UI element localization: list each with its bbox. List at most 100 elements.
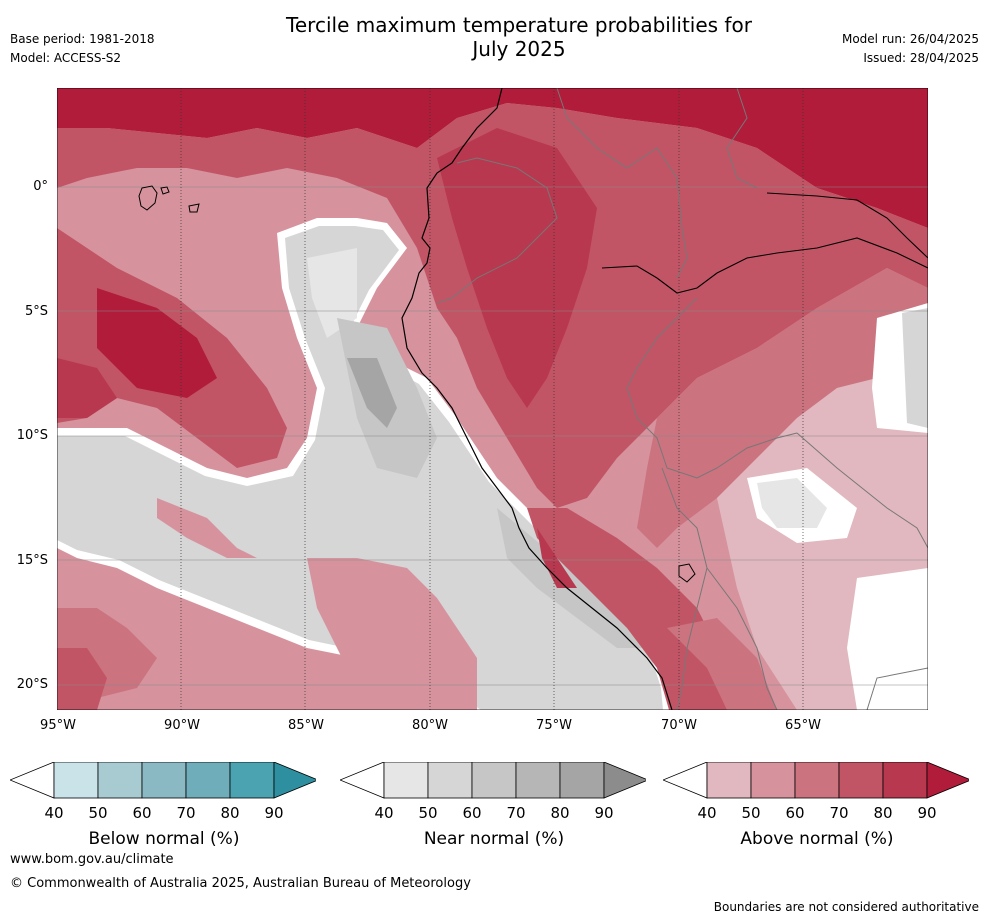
colorbar-above: 40 50 60 70 80 90 Above normal (%) [661, 761, 973, 862]
border-north [726, 88, 758, 189]
colorbar-low-extend [8, 761, 55, 799]
near-normal-coast [497, 508, 647, 648]
lat-label: 10°S [16, 428, 48, 443]
colorbar-tick: 50 [741, 804, 760, 822]
lat-label: 5°S [24, 304, 48, 319]
above-90-andes [437, 128, 597, 408]
colorbar-tick: 70 [829, 804, 848, 822]
title-period: July 2025 [472, 37, 566, 61]
colorbar-tick: 60 [462, 804, 481, 822]
near-normal-east-edge [902, 308, 928, 428]
above-70-altiplano [667, 618, 777, 710]
colorbar-segment [471, 761, 517, 799]
above-80-south-west [57, 648, 107, 710]
lon-label: 95°W [40, 718, 76, 733]
white-east-south [847, 568, 928, 710]
colorbar-segment [559, 761, 605, 799]
coastline [401, 88, 673, 710]
colorbar-segment [515, 761, 561, 799]
galapagos-island [160, 186, 170, 195]
footer-url: www.bom.gov.au/climate [10, 852, 174, 867]
colorbar-svg: 40 50 60 70 80 90 Near normal (%) [338, 761, 650, 849]
colorbar-tick: 90 [264, 804, 283, 822]
colorbar-tick: 70 [506, 804, 525, 822]
colorbar-tick: 80 [873, 804, 892, 822]
colorbar-high-extend [926, 761, 973, 799]
colorbar-segment [882, 761, 928, 799]
issued-date: Issued: 28/04/2025 [863, 51, 979, 65]
above-ocean-patch [157, 498, 257, 558]
colorbar-tick: 80 [220, 804, 239, 822]
near-normal-east-blob [757, 478, 827, 528]
colorbar-tick: 80 [550, 804, 569, 822]
border-colombia [556, 88, 688, 279]
border-bolivia-chile [706, 567, 778, 710]
galapagos-island [188, 203, 200, 213]
above-70-east [637, 268, 928, 548]
colorbar-low-extend [661, 761, 708, 799]
colorbar-tick: 60 [785, 804, 804, 822]
border-brazil-peru [626, 297, 798, 479]
colorbar-segment [141, 761, 187, 799]
above-90-west-ocean [97, 288, 217, 398]
colorbar-svg: 40 50 60 70 80 90 Above normal (%) [661, 761, 973, 849]
colorbar-high-extend [603, 761, 650, 799]
lon-label: 70°W [661, 718, 697, 733]
title-line: Tercile maximum temperature probabilitie… [286, 13, 752, 37]
border-south [866, 667, 928, 710]
lake-titicaca [678, 563, 696, 583]
colorbar-tick: 40 [44, 804, 63, 822]
model-run: Model run: 26/04/2025 [841, 32, 979, 46]
river [766, 192, 928, 259]
colorbar-segment [97, 761, 143, 799]
footer-disclaimer: Boundaries are not considered authoritat… [713, 900, 979, 914]
lat-label: 0° [33, 179, 48, 194]
colorbar-tick: 90 [594, 804, 613, 822]
colorbar-segment [838, 761, 884, 799]
colorbar-segment [383, 761, 429, 799]
colorbar-tick: 50 [88, 804, 107, 822]
colorbar-segment [794, 761, 840, 799]
border-peru-bolivia [661, 467, 708, 710]
colorbar-segment [53, 761, 99, 799]
base-period: Base period: 1981-2018 [10, 32, 155, 46]
lon-label: 90°W [164, 718, 200, 733]
colorbar-title: Near normal (%) [424, 829, 564, 849]
lon-label: 75°W [536, 718, 572, 733]
colorbar-tick: 70 [176, 804, 195, 822]
amazon-river [601, 237, 928, 294]
footer-copyright: © Commonwealth of Australia 2025, Austra… [10, 876, 471, 891]
colorbar-near: 40 50 60 70 80 90 Near normal (%) [338, 761, 650, 862]
above-90-coast [537, 528, 577, 588]
lon-label: 80°W [412, 718, 448, 733]
above-90-west-edge [57, 358, 117, 418]
colorbar-tick: 90 [917, 804, 936, 822]
colorbar-segment [706, 761, 752, 799]
border-ecuador-peru [436, 157, 558, 304]
lat-label: 15°S [16, 553, 48, 568]
colorbar-low-extend [338, 761, 385, 799]
colorbar-segment [750, 761, 796, 799]
colorbar-below: 40 50 60 70 80 90 Below normal (%) [8, 761, 320, 862]
colorbar-tick: 60 [132, 804, 151, 822]
colorbar-title: Above normal (%) [740, 829, 893, 849]
near-normal-area [57, 226, 663, 710]
colorbar-tick: 40 [374, 804, 393, 822]
above-90-north [57, 88, 928, 228]
colorbar-svg: 40 50 60 70 80 90 Below normal (%) [8, 761, 320, 849]
colorbar-segment [229, 761, 275, 799]
above-south-central [307, 558, 477, 710]
colorbar-segment [185, 761, 231, 799]
colorbar-tick: 40 [697, 804, 716, 822]
colorbar-title: Below normal (%) [89, 829, 240, 849]
model-name: Model: ACCESS-S2 [10, 51, 122, 65]
probability-map [57, 88, 928, 710]
colorbar-segment [427, 761, 473, 799]
colorbar-high-extend [273, 761, 320, 799]
lon-label: 85°W [288, 718, 324, 733]
near-normal-dark [347, 358, 397, 428]
above-80-andes-south [527, 508, 727, 710]
near-normal-light [307, 248, 357, 338]
colorbar-tick: 50 [418, 804, 437, 822]
border-bolivia-brazil [796, 432, 928, 549]
